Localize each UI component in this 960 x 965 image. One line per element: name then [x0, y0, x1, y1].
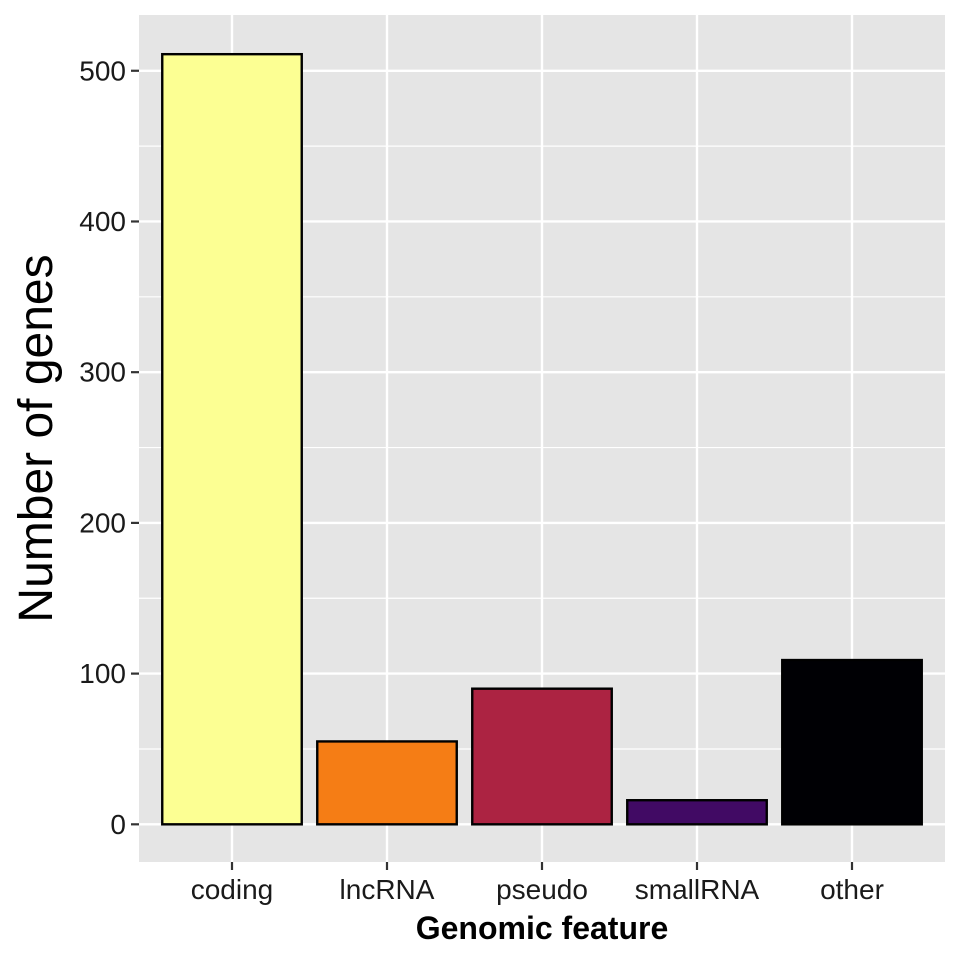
x-axis: coding lncRNA pseudo smallRNA other [191, 862, 884, 905]
y-axis-title: Number of genes [10, 254, 63, 622]
y-tick-label: 300 [79, 357, 126, 388]
x-tick-label: pseudo [496, 874, 588, 905]
x-tick-label: other [820, 874, 884, 905]
x-axis-title: Genomic feature [416, 910, 669, 946]
bar-coding [161, 52, 303, 826]
y-tick-label: 0 [110, 809, 126, 840]
x-tick-label: lncRNA [340, 874, 435, 905]
y-tick-label: 500 [79, 55, 126, 86]
x-tick-label: smallRNA [635, 874, 760, 905]
y-tick-label: 400 [79, 206, 126, 237]
bar-lncrna [316, 740, 458, 826]
y-axis: 0 100 200 300 400 500 [79, 55, 139, 840]
x-tick-label: coding [191, 874, 274, 905]
bar-pseudo [471, 687, 613, 826]
bars [161, 52, 923, 826]
bar-other [781, 658, 923, 826]
bar-smallrna [626, 799, 768, 826]
y-tick-label: 100 [79, 658, 126, 689]
y-tick-label: 200 [79, 507, 126, 538]
